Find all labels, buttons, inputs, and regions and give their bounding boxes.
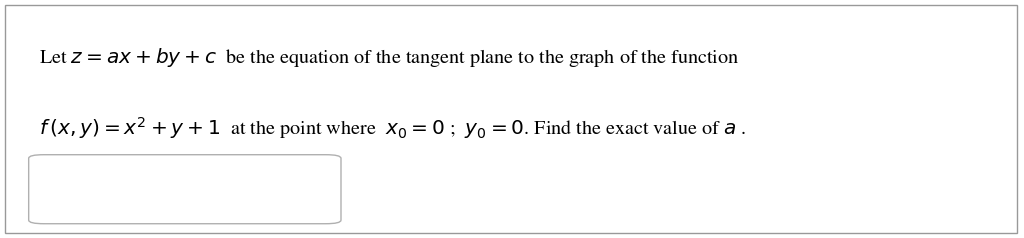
Text: $f\,(x, y) = x^2 + y + 1$  at the point where  $x_0 = 0$ ;  $y_0 = 0$. Find the : $f\,(x, y) = x^2 + y + 1$ at the point w… xyxy=(39,116,746,141)
FancyBboxPatch shape xyxy=(29,155,341,224)
Text: Let $z = ax + by + c$  be the equation of the tangent plane to the graph of the : Let $z = ax + by + c$ be the equation of… xyxy=(39,46,739,69)
